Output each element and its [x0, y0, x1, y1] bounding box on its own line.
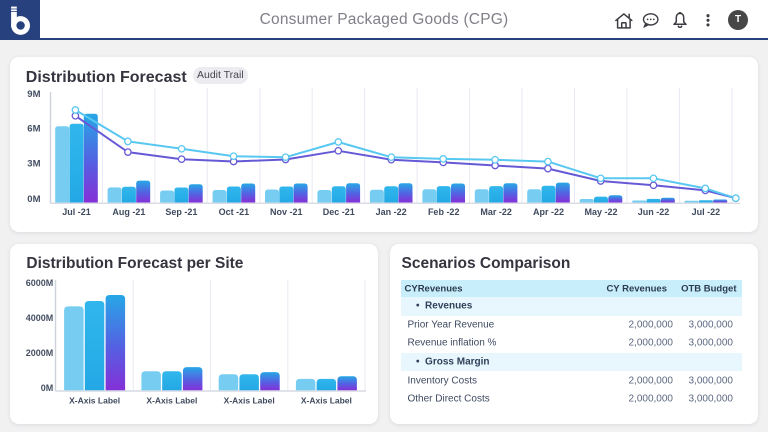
svg-text:X-Axis Label: X-Axis Label — [301, 396, 352, 406]
svg-text:Aug -21: Aug -21 — [112, 207, 145, 217]
svg-text:0M: 0M — [27, 194, 40, 205]
svg-text:0M: 0M — [41, 383, 54, 393]
svg-text:Nov -21: Nov -21 — [270, 207, 303, 217]
svg-text:Jun -22: Jun -22 — [638, 207, 670, 217]
svg-text:6000M: 6000M — [26, 278, 54, 288]
svg-text:X-Axis Label: X-Axis Label — [146, 396, 197, 406]
svg-text:Mar -22: Mar -22 — [480, 207, 512, 217]
svg-text:Apr -22: Apr -22 — [533, 207, 564, 217]
svg-text:6M: 6M — [27, 124, 40, 135]
svg-text:May -22: May -22 — [584, 207, 617, 217]
svg-text:Oct -21: Oct -21 — [219, 207, 250, 217]
svg-text:Jul -22: Jul -22 — [692, 207, 721, 217]
svg-text:Jul -21: Jul -21 — [62, 207, 91, 217]
svg-text:X-Axis Label: X-Axis Label — [224, 396, 275, 406]
svg-text:Dec -21: Dec -21 — [323, 207, 355, 217]
svg-text:3M: 3M — [27, 159, 40, 170]
svg-text:Jan -22: Jan -22 — [376, 207, 407, 217]
svg-text:X-Axis Label: X-Axis Label — [69, 396, 120, 406]
svg-text:9M: 9M — [27, 89, 40, 100]
svg-text:4000M: 4000M — [26, 313, 54, 323]
svg-text:Feb -22: Feb -22 — [428, 207, 460, 217]
svg-text:2000M: 2000M — [26, 348, 54, 358]
svg-text:Sep -21: Sep -21 — [165, 207, 197, 217]
